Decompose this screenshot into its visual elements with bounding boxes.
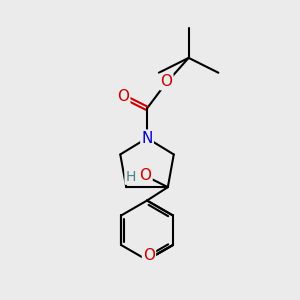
Text: H: H bbox=[125, 170, 136, 184]
Text: O: O bbox=[160, 74, 172, 89]
Text: O: O bbox=[143, 248, 155, 263]
Text: N: N bbox=[141, 130, 153, 146]
Text: O: O bbox=[140, 168, 152, 183]
Text: O: O bbox=[117, 89, 129, 104]
